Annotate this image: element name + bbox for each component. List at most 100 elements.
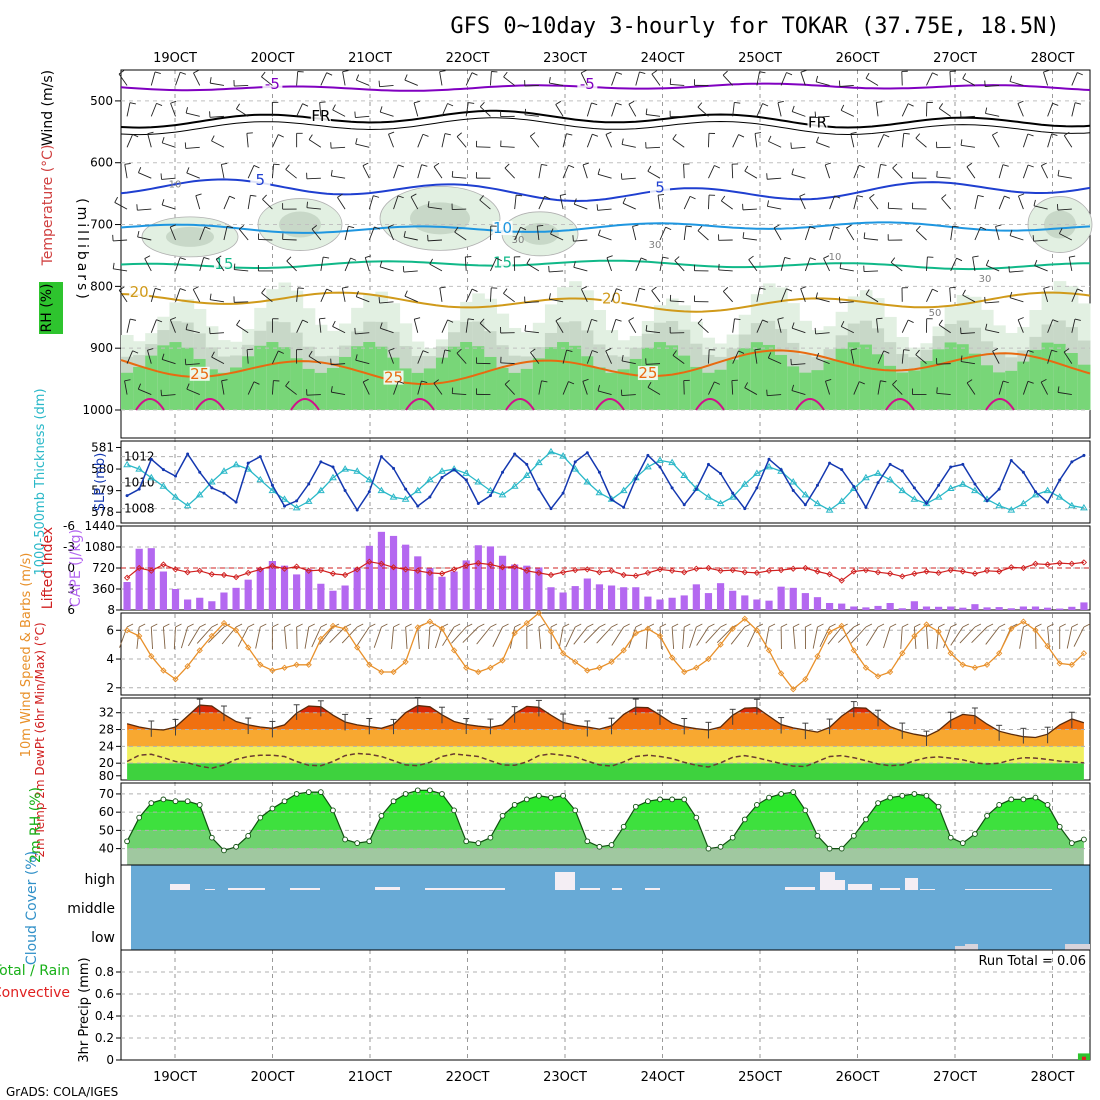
wind-speed-point: [499, 657, 506, 664]
isotherm-30-contour: [135, 398, 165, 411]
wind-barb-flag: [689, 195, 696, 200]
wind-barb: [628, 103, 637, 117]
rh-shade-green: [520, 368, 534, 410]
wind-speed-point: [959, 661, 966, 668]
wind-barb-flag: [1063, 348, 1070, 353]
wind-barb: [708, 349, 710, 364]
li-point: [390, 564, 397, 571]
rh-shade-green: [411, 372, 425, 410]
li-point: [923, 568, 930, 575]
wind-barb: [672, 354, 685, 364]
wind-barb-flag: [520, 226, 527, 231]
wind-barb: [1071, 318, 1076, 333]
cape-bar: [511, 564, 519, 610]
rh-point: [342, 836, 348, 843]
rh-point: [657, 796, 663, 803]
wind-barb-10m: [1073, 626, 1085, 647]
wind-barb: [210, 299, 225, 303]
li-point: [947, 566, 954, 574]
thickness-point: [462, 469, 471, 476]
rh-point: [366, 838, 373, 845]
cape-tick-label: 720: [92, 561, 115, 575]
wind-barb: [573, 239, 588, 242]
wind-barb: [465, 288, 473, 303]
wind-barb: [1071, 102, 1076, 117]
rh-shade-green: [787, 366, 800, 410]
wind-barb-flag: [915, 133, 921, 139]
rh-point: [596, 843, 603, 850]
wind-barb-flag: [903, 349, 910, 351]
cape-bar: [995, 607, 1003, 610]
cape-bar: [874, 605, 882, 610]
slp-point: [295, 499, 299, 503]
wind-barb: [621, 144, 636, 148]
wind-barb: [1018, 195, 1024, 210]
wind-speed-point: [790, 686, 797, 693]
slp-point: [1009, 459, 1013, 463]
cape-bar: [1044, 607, 1052, 610]
li-point: [838, 577, 845, 584]
slp-point: [997, 487, 1001, 491]
wind-barb: [756, 71, 760, 86]
wind-barb-flag: [754, 132, 762, 134]
wind-barb-10m: [284, 626, 287, 649]
slp-point: [379, 455, 383, 459]
wind-barb: [926, 256, 928, 271]
wind-barb-flag: [337, 193, 343, 198]
wind-barb: [380, 111, 394, 117]
cloud-high-bar: [645, 888, 660, 890]
cape-axis-title: CAPE (J/kg): [68, 529, 84, 607]
wind-barb: [799, 196, 806, 210]
wind-barb-10m: [812, 626, 818, 649]
rh-shade-green: [896, 372, 909, 410]
y-tick-label: 0.8: [95, 965, 114, 979]
li-point: [717, 567, 724, 574]
wind-barb: [318, 318, 322, 333]
wind-barb-flag: [1043, 286, 1050, 289]
wind-barb: [853, 381, 860, 395]
wind-barb-flag: [332, 104, 336, 111]
rh-shade-green: [484, 356, 497, 410]
wind-barb-flag: [129, 102, 136, 105]
cape-bar: [716, 583, 725, 610]
wind-barb: [722, 74, 734, 86]
wind-barb: [341, 287, 346, 302]
wind-barb-10m-flag: [369, 623, 376, 628]
wind-barb: [777, 319, 782, 333]
wind-barb-10m: [427, 626, 431, 649]
li-point: [826, 571, 833, 578]
cape-bar: [947, 606, 955, 610]
rh-point: [269, 805, 276, 812]
wind-speed-point: [245, 644, 252, 651]
wind-barb-10m: [716, 626, 734, 643]
rh-shade-green: [242, 356, 255, 410]
wind-speed-point: [390, 668, 397, 676]
wind-barb-10m: [356, 626, 370, 646]
wind-barb-flag: [422, 133, 429, 137]
rh-shade-green: [1065, 353, 1079, 410]
wind-speed-point: [220, 619, 228, 627]
isotherm-30-contour: [195, 398, 225, 411]
chart-title: GFS 0~10day 3-hourly for TOKAR (37.75E, …: [450, 14, 1059, 39]
wind-barb-flag: [876, 317, 883, 320]
li-point: [487, 561, 494, 568]
wind-barb-flag: [744, 382, 749, 388]
wind-barb-10m-flag: [151, 623, 158, 628]
rh-point: [330, 807, 336, 814]
wind-barb-flag: [777, 100, 784, 104]
y-tick-label: 50: [99, 823, 114, 837]
wind-barb: [524, 301, 539, 303]
wind-barb-10m-flag: [247, 623, 255, 628]
wind-barb-10m: [208, 626, 225, 643]
wind-barb-flag: [118, 70, 125, 75]
wind-barb-flag: [759, 71, 766, 74]
wind-barb: [865, 77, 879, 86]
wind-speed-point: [1068, 661, 1075, 668]
rh-point: [281, 798, 288, 805]
wind-barb: [622, 202, 636, 210]
isotherm-label-bg: [250, 172, 271, 187]
wind-barb-flag: [185, 107, 188, 114]
wind-barb: [221, 380, 225, 395]
wind-barb-10m: [696, 626, 709, 646]
wind-barb-flag: [285, 164, 290, 170]
